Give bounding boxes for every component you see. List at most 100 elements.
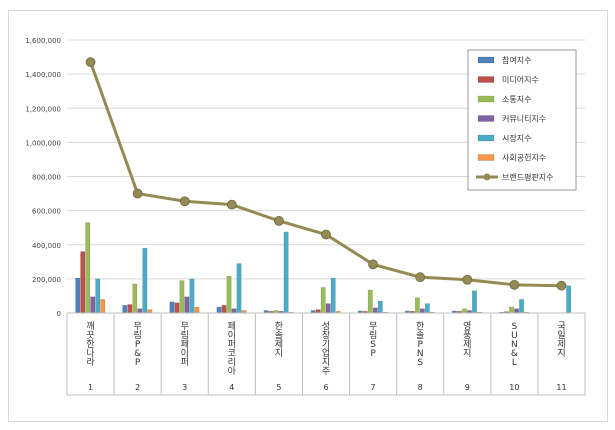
- bar: [424, 303, 430, 314]
- bar: [509, 306, 514, 314]
- bar: [231, 308, 237, 314]
- x-rank-label: 11: [556, 383, 566, 392]
- x-category-label: S U N & L: [511, 322, 518, 368]
- bar: [221, 305, 227, 314]
- bar: [372, 307, 378, 314]
- x-axis: 깨 끗 한 나 라 1 무 림 P & P 2 무 림 페 이 퍼 3 페 이 퍼 코 리 아 4 한 솔 제 지 5 성 창 기 업 지 주 6 무 림 S…: [66, 312, 586, 396]
- bar: [330, 277, 336, 314]
- bar: [462, 308, 467, 314]
- line-point: [368, 259, 378, 270]
- bar: [184, 296, 190, 314]
- bar: [90, 296, 96, 314]
- bar: [377, 300, 383, 314]
- bar: [419, 308, 425, 314]
- line-point: [509, 279, 520, 290]
- legend-swatch: [477, 154, 495, 161]
- bar: [174, 302, 180, 314]
- x-rank-label: 5: [276, 383, 281, 392]
- bar: [236, 263, 242, 314]
- bar: [75, 277, 81, 314]
- legend-label: 브랜드평판지수: [502, 172, 554, 182]
- legend-swatch-marker: [483, 173, 491, 181]
- line-point: [132, 188, 143, 199]
- bar: [189, 278, 195, 314]
- x-rank-label: 8: [418, 383, 423, 392]
- bar: [315, 309, 321, 314]
- bar: [320, 287, 326, 314]
- x-rank-label: 10: [509, 383, 519, 392]
- legend-swatch: [477, 95, 495, 103]
- legend-label: 소통지수: [502, 95, 531, 104]
- legend-swatch: [477, 76, 495, 83]
- x-category-label: 무 림 P & P: [133, 321, 141, 368]
- bar: [122, 305, 128, 314]
- y-tick-label: 800,000: [32, 174, 61, 182]
- legend-swatch: [477, 134, 495, 142]
- line-point: [415, 272, 426, 283]
- line-point: [321, 229, 331, 240]
- bar: [519, 299, 524, 314]
- line-point: [179, 196, 190, 207]
- bar: [80, 251, 86, 314]
- line-point: [226, 199, 237, 210]
- y-tick-label: 0: [57, 310, 61, 318]
- bar: [325, 303, 331, 314]
- legend-label: 사회공헌지수: [502, 154, 546, 163]
- x-rank-label: 2: [135, 383, 140, 392]
- line-point: [274, 215, 284, 226]
- x-rank-label: 1: [88, 383, 93, 392]
- y-tick-label: 1,600,000: [25, 37, 61, 45]
- y-axis-tick-labels: 0 200,000 400,000 600,000 800,000 1,000,000 1,…: [25, 37, 61, 318]
- x-rank-label: 3: [182, 383, 187, 392]
- bar: [514, 308, 519, 314]
- bar: [127, 304, 133, 314]
- bar: [179, 280, 185, 314]
- bar-series: [75, 222, 572, 314]
- bar: [194, 306, 200, 314]
- y-tick-label: 200,000: [32, 276, 61, 284]
- bar: [169, 301, 175, 314]
- y-tick-label: 1,400,000: [25, 71, 61, 79]
- x-rank-label: 4: [229, 383, 234, 392]
- y-tick-label: 1,200,000: [25, 105, 61, 113]
- bar: [226, 276, 232, 314]
- legend-swatch: [477, 56, 495, 64]
- bar: [414, 297, 420, 314]
- legend-label: 커뮤니티지수: [502, 114, 546, 124]
- bar: [147, 309, 153, 314]
- bar: [367, 289, 373, 314]
- x-rank-label: 6: [323, 383, 328, 392]
- bar: [283, 231, 289, 314]
- y-tick-label: 400,000: [32, 242, 61, 250]
- bar: [566, 285, 572, 314]
- legend-label: 미디어지수: [502, 75, 539, 85]
- bar: [85, 222, 91, 314]
- legend-label: 참여지수: [502, 55, 531, 65]
- x-rank-label: 9: [465, 383, 470, 392]
- line-point: [462, 274, 473, 285]
- legend-swatch: [477, 115, 495, 122]
- y-tick-label: 1,000,000: [25, 139, 61, 147]
- bar: [142, 247, 148, 314]
- line-point: [85, 57, 96, 68]
- legend-label: 시장지수: [502, 133, 531, 143]
- bar: [95, 278, 101, 314]
- bar: [137, 308, 143, 314]
- bar: [472, 290, 477, 314]
- bar: [100, 299, 106, 314]
- line-point: [556, 280, 567, 291]
- y-tick-label: 600,000: [32, 208, 61, 216]
- bar: [132, 283, 138, 314]
- x-rank-label: 7: [371, 383, 376, 392]
